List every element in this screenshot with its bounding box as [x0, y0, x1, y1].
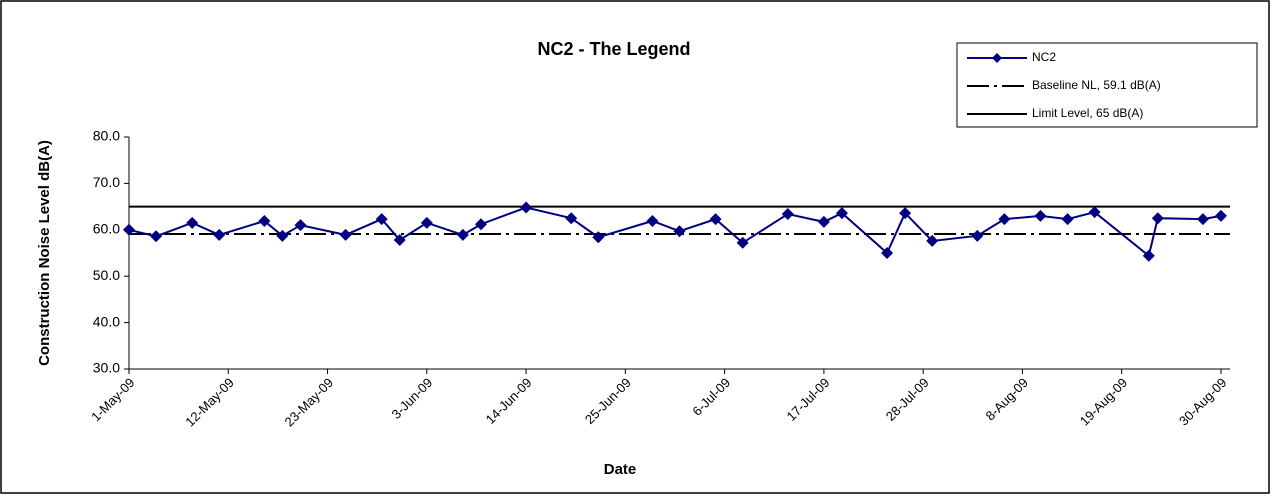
data-point — [781, 208, 794, 221]
data-point — [926, 234, 939, 247]
y-tick-label: 30.0 — [93, 360, 120, 376]
data-point — [971, 229, 984, 242]
legend-marker — [992, 53, 1002, 63]
data-point — [1088, 206, 1101, 219]
data-point — [592, 231, 605, 244]
data-point — [375, 213, 388, 226]
data-point — [520, 201, 533, 214]
data-point — [123, 223, 135, 236]
data-point — [339, 228, 352, 241]
data-point — [673, 225, 686, 238]
data-point — [456, 228, 469, 241]
y-tick-label: 70.0 — [93, 174, 120, 190]
y-tick-label: 40.0 — [93, 313, 120, 329]
data-point — [1142, 249, 1155, 262]
data-point — [1196, 213, 1209, 226]
data-point — [565, 212, 578, 225]
data-point — [186, 216, 199, 229]
chart-title: NC2 - The Legend — [537, 39, 690, 59]
data-point — [258, 214, 271, 227]
data-point — [1214, 209, 1227, 222]
data-point — [709, 213, 722, 226]
x-axis-label: Date — [604, 461, 637, 478]
data-point — [1061, 213, 1074, 226]
data-point — [881, 247, 894, 259]
y-tick-label: 80.0 — [93, 128, 120, 144]
data-point — [474, 218, 487, 231]
data-point — [1034, 209, 1047, 222]
y-tick-label: 50.0 — [93, 267, 120, 283]
data-point — [736, 236, 749, 249]
data-point — [393, 234, 406, 247]
data-point — [899, 207, 912, 220]
legend-label: Limit Level, 65 dB(A) — [1032, 106, 1143, 120]
data-point — [276, 229, 289, 242]
data-point — [646, 214, 659, 227]
data-point — [1151, 212, 1164, 225]
data-point — [817, 215, 830, 228]
data-point — [835, 207, 848, 220]
y-axis-label: Construction Noise Level dB(A) — [36, 140, 53, 366]
data-point — [150, 230, 163, 243]
y-tick-label: 60.0 — [93, 221, 120, 237]
data-point — [420, 216, 433, 229]
data-point — [294, 219, 307, 232]
data-point — [213, 228, 226, 241]
data-point — [998, 213, 1011, 226]
legend-label: NC2 — [1032, 50, 1056, 64]
legend-label: Baseline NL, 59.1 dB(A) — [1032, 78, 1161, 92]
